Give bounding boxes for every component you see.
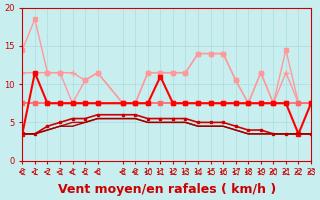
- X-axis label: Vent moyen/en rafales ( km/h ): Vent moyen/en rafales ( km/h ): [58, 183, 276, 196]
